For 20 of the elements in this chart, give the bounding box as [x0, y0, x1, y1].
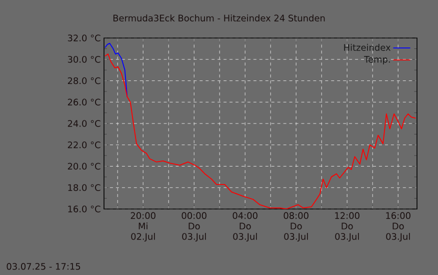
y-tick-label: 22.0 °C — [68, 141, 100, 148]
y-tick-label: 28.0 °C — [68, 77, 100, 84]
y-tick-label: 18.0 °C — [68, 184, 100, 192]
text: 03.07.25 - 17:15 — [6, 263, 80, 270]
x-tick-label: 00:00 Do 03.Jul — [182, 212, 206, 242]
y-tick-label: 32.0 °C — [68, 34, 100, 42]
y-tick-label: 24.0 °C — [68, 120, 100, 127]
x-tick-label: 20:00 Mi 02.Jul — [130, 212, 156, 242]
x-tick-label: 04:00 Do 03.Jul — [232, 212, 258, 242]
line-series — [104, 42, 128, 98]
y-tick-label: 26.0 °C — [68, 98, 100, 106]
legend-label: Temp. — [364, 56, 390, 64]
x-tick-label: 08:00 Do 03.Jul — [284, 212, 308, 242]
y-tick-label: 30.0 °C — [68, 56, 100, 63]
y-tick-label: 20.0 °C — [68, 162, 100, 170]
legend-label: Hitzeindex — [344, 44, 391, 51]
x-tick-label: 12:00 Do 03.Jul — [335, 212, 360, 242]
x-tick-label: 16:00 Do 03.Jul — [386, 212, 410, 242]
chart-title: Bermuda3Eck Bochum - Hitzeindex 24 Stunden — [113, 14, 325, 22]
y-tick-label: 16.0 °C — [68, 206, 100, 212]
